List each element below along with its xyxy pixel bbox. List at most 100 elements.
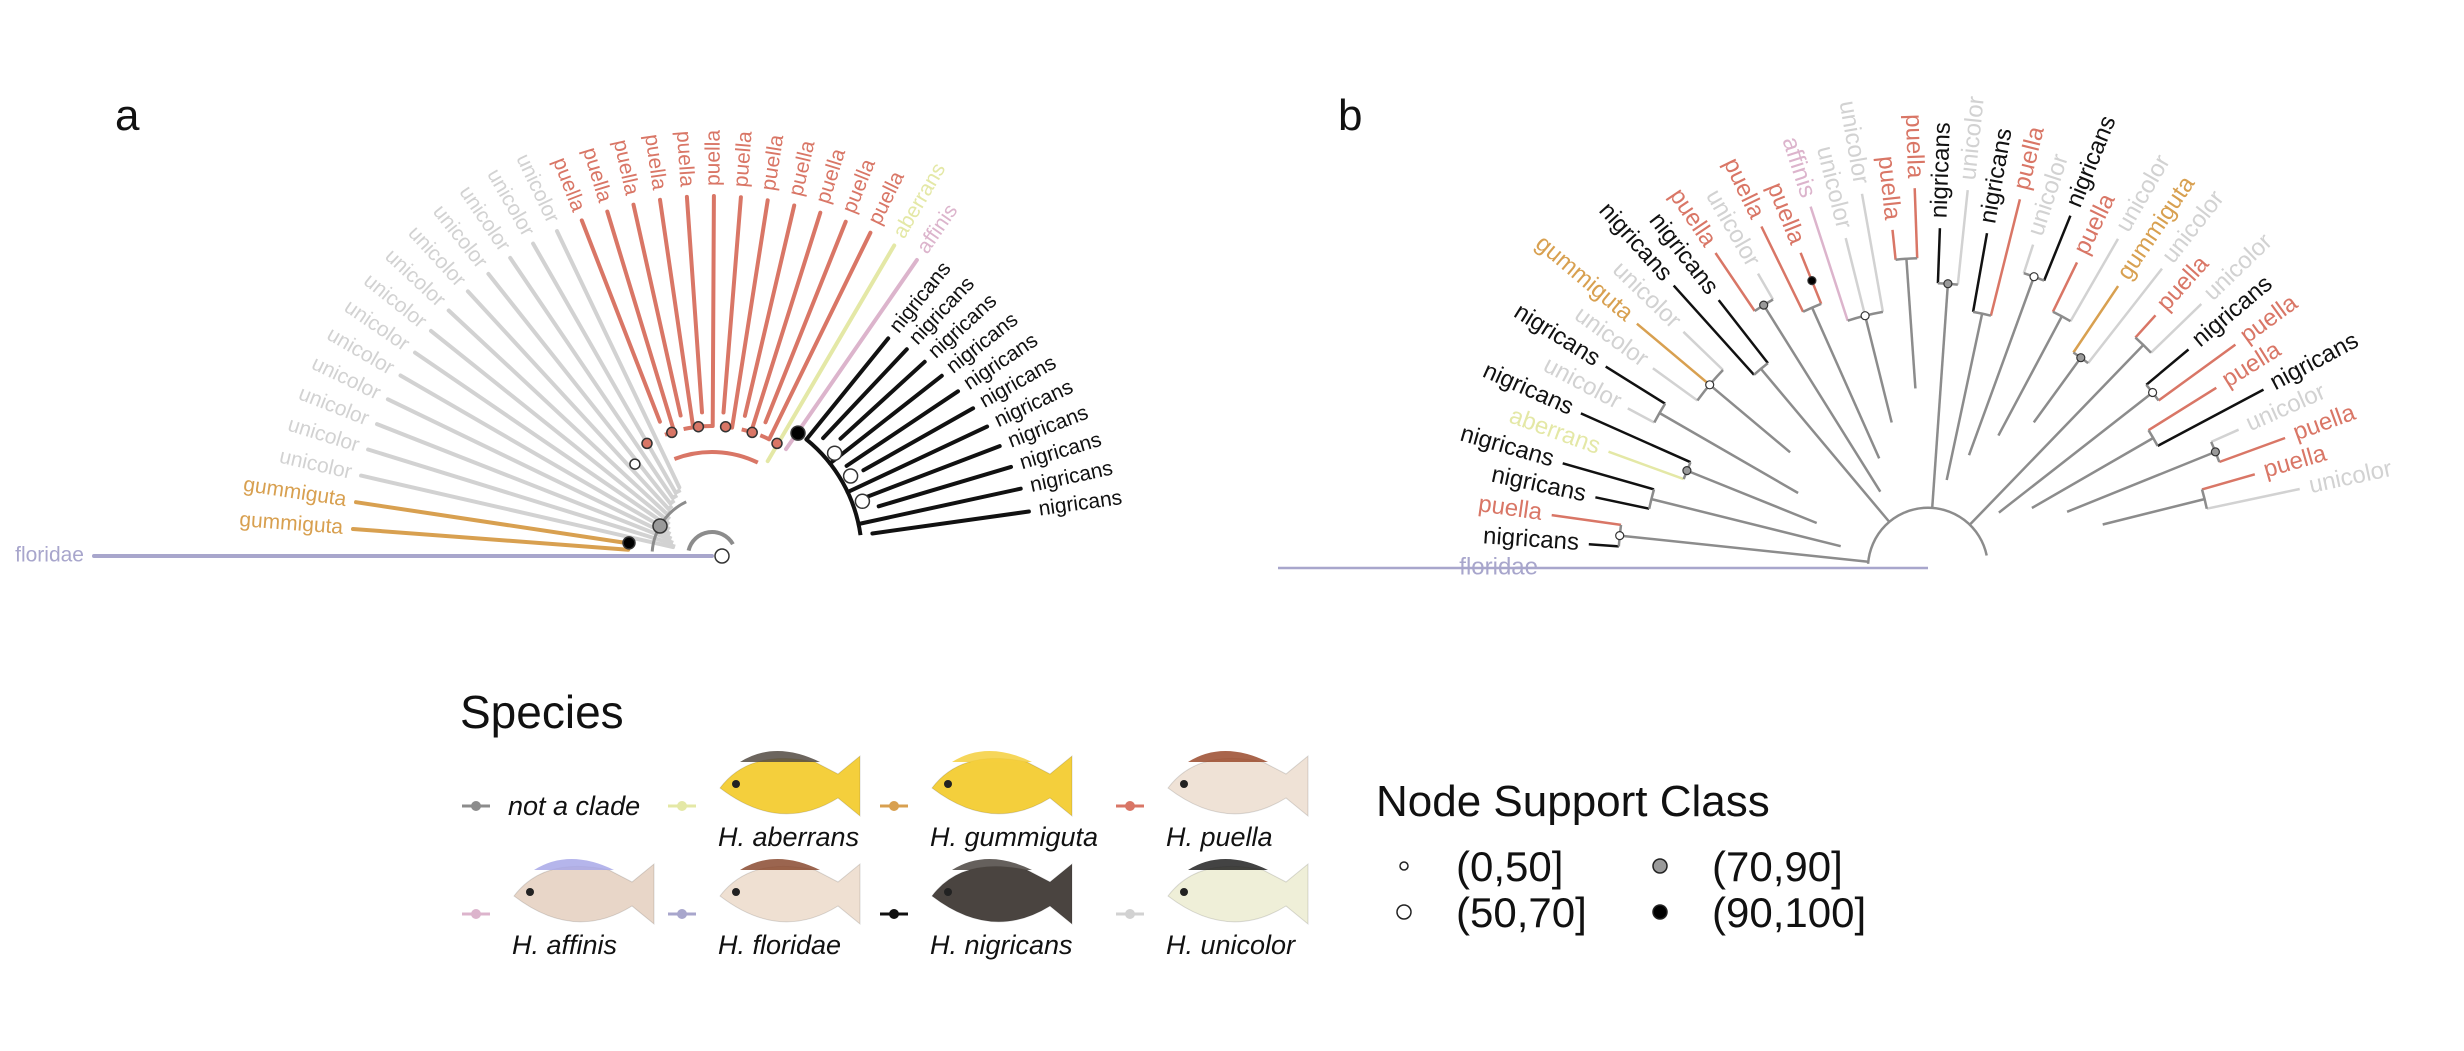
tree-b-support-node (2149, 389, 2157, 397)
legend-item-unicolor: H. unicolor (1116, 859, 1308, 960)
tree-a-branch (668, 531, 670, 534)
tree-a-tip-label: gummiguta (239, 508, 345, 539)
tree-b-branch (1970, 345, 2144, 525)
tree-a-branch (669, 536, 670, 539)
tree-a-branch (713, 196, 714, 426)
node-support-label: (70,90] (1712, 843, 1843, 890)
legend-item-label: H. puella (1166, 822, 1273, 852)
tree-a-branch (766, 222, 846, 423)
tree-b-branch (2207, 489, 2300, 509)
tree-a-branch (687, 197, 702, 413)
legend-item-aberrans: H. aberrans (668, 751, 860, 852)
aberrans-fish-icon (720, 751, 860, 816)
tree-a-support-node (630, 459, 640, 469)
legend-item-label: H. floridae (718, 930, 841, 960)
tree-b-branch (2211, 430, 2238, 442)
legend-item-label: H. affinis (512, 930, 617, 960)
tree-b-branch (1906, 259, 1915, 389)
node-support-title: Node Support Class (1376, 777, 1770, 826)
tree-b-branch (1552, 515, 1621, 525)
tree-a-support-node (844, 469, 858, 483)
tree-a-branch (634, 205, 681, 416)
tree-a-branch (673, 495, 677, 498)
tree-b-branch (2146, 350, 2188, 385)
tree-a-support-node (715, 549, 729, 563)
tree-a-branch (669, 506, 673, 509)
tree-b-branch (1652, 499, 1841, 546)
legend-key-dot (889, 801, 899, 811)
tree-a-support-node (747, 427, 757, 437)
tree-a-support-node (642, 438, 652, 448)
tree-b-branch (1653, 368, 1698, 400)
tree-b-support-node (1808, 277, 1816, 285)
tree-b-branch (2073, 286, 2118, 352)
tree-b-branch (1938, 228, 1940, 283)
tree-a-branch (684, 427, 694, 429)
affinis-fish-icon (514, 859, 654, 924)
legend-item-label: H. gummiguta (930, 822, 1098, 852)
tree-b-branch (2135, 315, 2155, 337)
tree-b-branch (1973, 233, 1987, 312)
floridae-fish-icon (720, 859, 860, 924)
tree-a-branch (377, 424, 669, 539)
tree-a-tip-label: puella (729, 130, 756, 188)
tree-a-tip-label: puella (672, 130, 699, 188)
legend-key-dot (1125, 909, 1135, 919)
tree-b-branch (1958, 190, 1968, 285)
legend-key-dot (471, 909, 481, 919)
legend-key-dot (1125, 801, 1135, 811)
species-legend-title: Species (460, 686, 624, 738)
tree-a-branch (847, 391, 958, 466)
unicolor-fish-icon (1168, 859, 1308, 924)
tree-b-tip-label: puella (1900, 114, 1929, 180)
tree-b-branch (1589, 544, 1619, 546)
tree-b-support-node (1760, 301, 1768, 309)
tree-a-branch (488, 274, 670, 504)
tree-a-tip-label: puella (757, 133, 788, 192)
tree-b-branch (1893, 230, 1896, 260)
species-legend-items: not a clade H. aberrans H. gummiguta H. pue… (462, 751, 1308, 960)
tree-b-branch (2024, 245, 2033, 274)
panel-a-label: a (115, 91, 140, 140)
tree-a-support-node (721, 422, 731, 432)
node-support-label: (0,50] (1456, 843, 1563, 890)
node-support-symbol (1653, 905, 1667, 919)
tree-b-support-node (2077, 354, 2085, 362)
legend-key-dot (677, 909, 687, 919)
tree-a-support-node (828, 446, 842, 460)
tree-a-tip-label: puella (640, 133, 671, 192)
tree-b-branch (2053, 262, 2077, 311)
panel-b-tree: b floridaenigricanspuellanigricansnigric… (1278, 91, 2394, 580)
legend-key-dot (889, 909, 899, 919)
tree-a-branch (823, 349, 907, 438)
nigricans-fish-icon (932, 859, 1072, 924)
node-support-symbol (1653, 859, 1667, 873)
node-support-items: (0,50](70,90](50,70](90,100] (1397, 843, 1866, 936)
tree-b-branch (1998, 316, 2061, 435)
legend-item-label: H. aberrans (718, 822, 859, 852)
tree-a-edges (94, 196, 1029, 556)
tree-b-branch (1710, 385, 1790, 453)
tree-a-support-node (693, 422, 703, 432)
tree-b-support-node (1861, 312, 1869, 320)
tree-a-branch (676, 490, 681, 493)
tree-b-branch (1609, 452, 1684, 479)
tree-a-branch (674, 452, 757, 463)
legend-item-notclade: not a clade (462, 791, 640, 821)
gummiguta-fish-icon (932, 751, 1072, 816)
tree-b-branch (1846, 238, 1865, 316)
legend-item-label: H. unicolor (1166, 930, 1296, 960)
tree-b-tip-label: nigricans (1482, 522, 1580, 556)
tree-b-branch (1947, 314, 1982, 480)
legend-item-nigricans: H. nigricans (880, 859, 1073, 960)
tree-b-tip-label: floridae (1459, 553, 1538, 580)
tree-a-branch (401, 376, 668, 530)
node-support-legend: Node Support Class (0,50](70,90](50,70](… (1376, 777, 1866, 936)
legend-key-dot (677, 801, 687, 811)
tree-a-branch (689, 532, 733, 551)
tree-a-support-node (791, 426, 805, 440)
tree-b-tip-label: puella (1872, 155, 1906, 222)
tree-a-branch (353, 529, 628, 550)
node-support-class: (50,70] (1397, 889, 1587, 936)
tree-b-branch (1932, 284, 1948, 508)
